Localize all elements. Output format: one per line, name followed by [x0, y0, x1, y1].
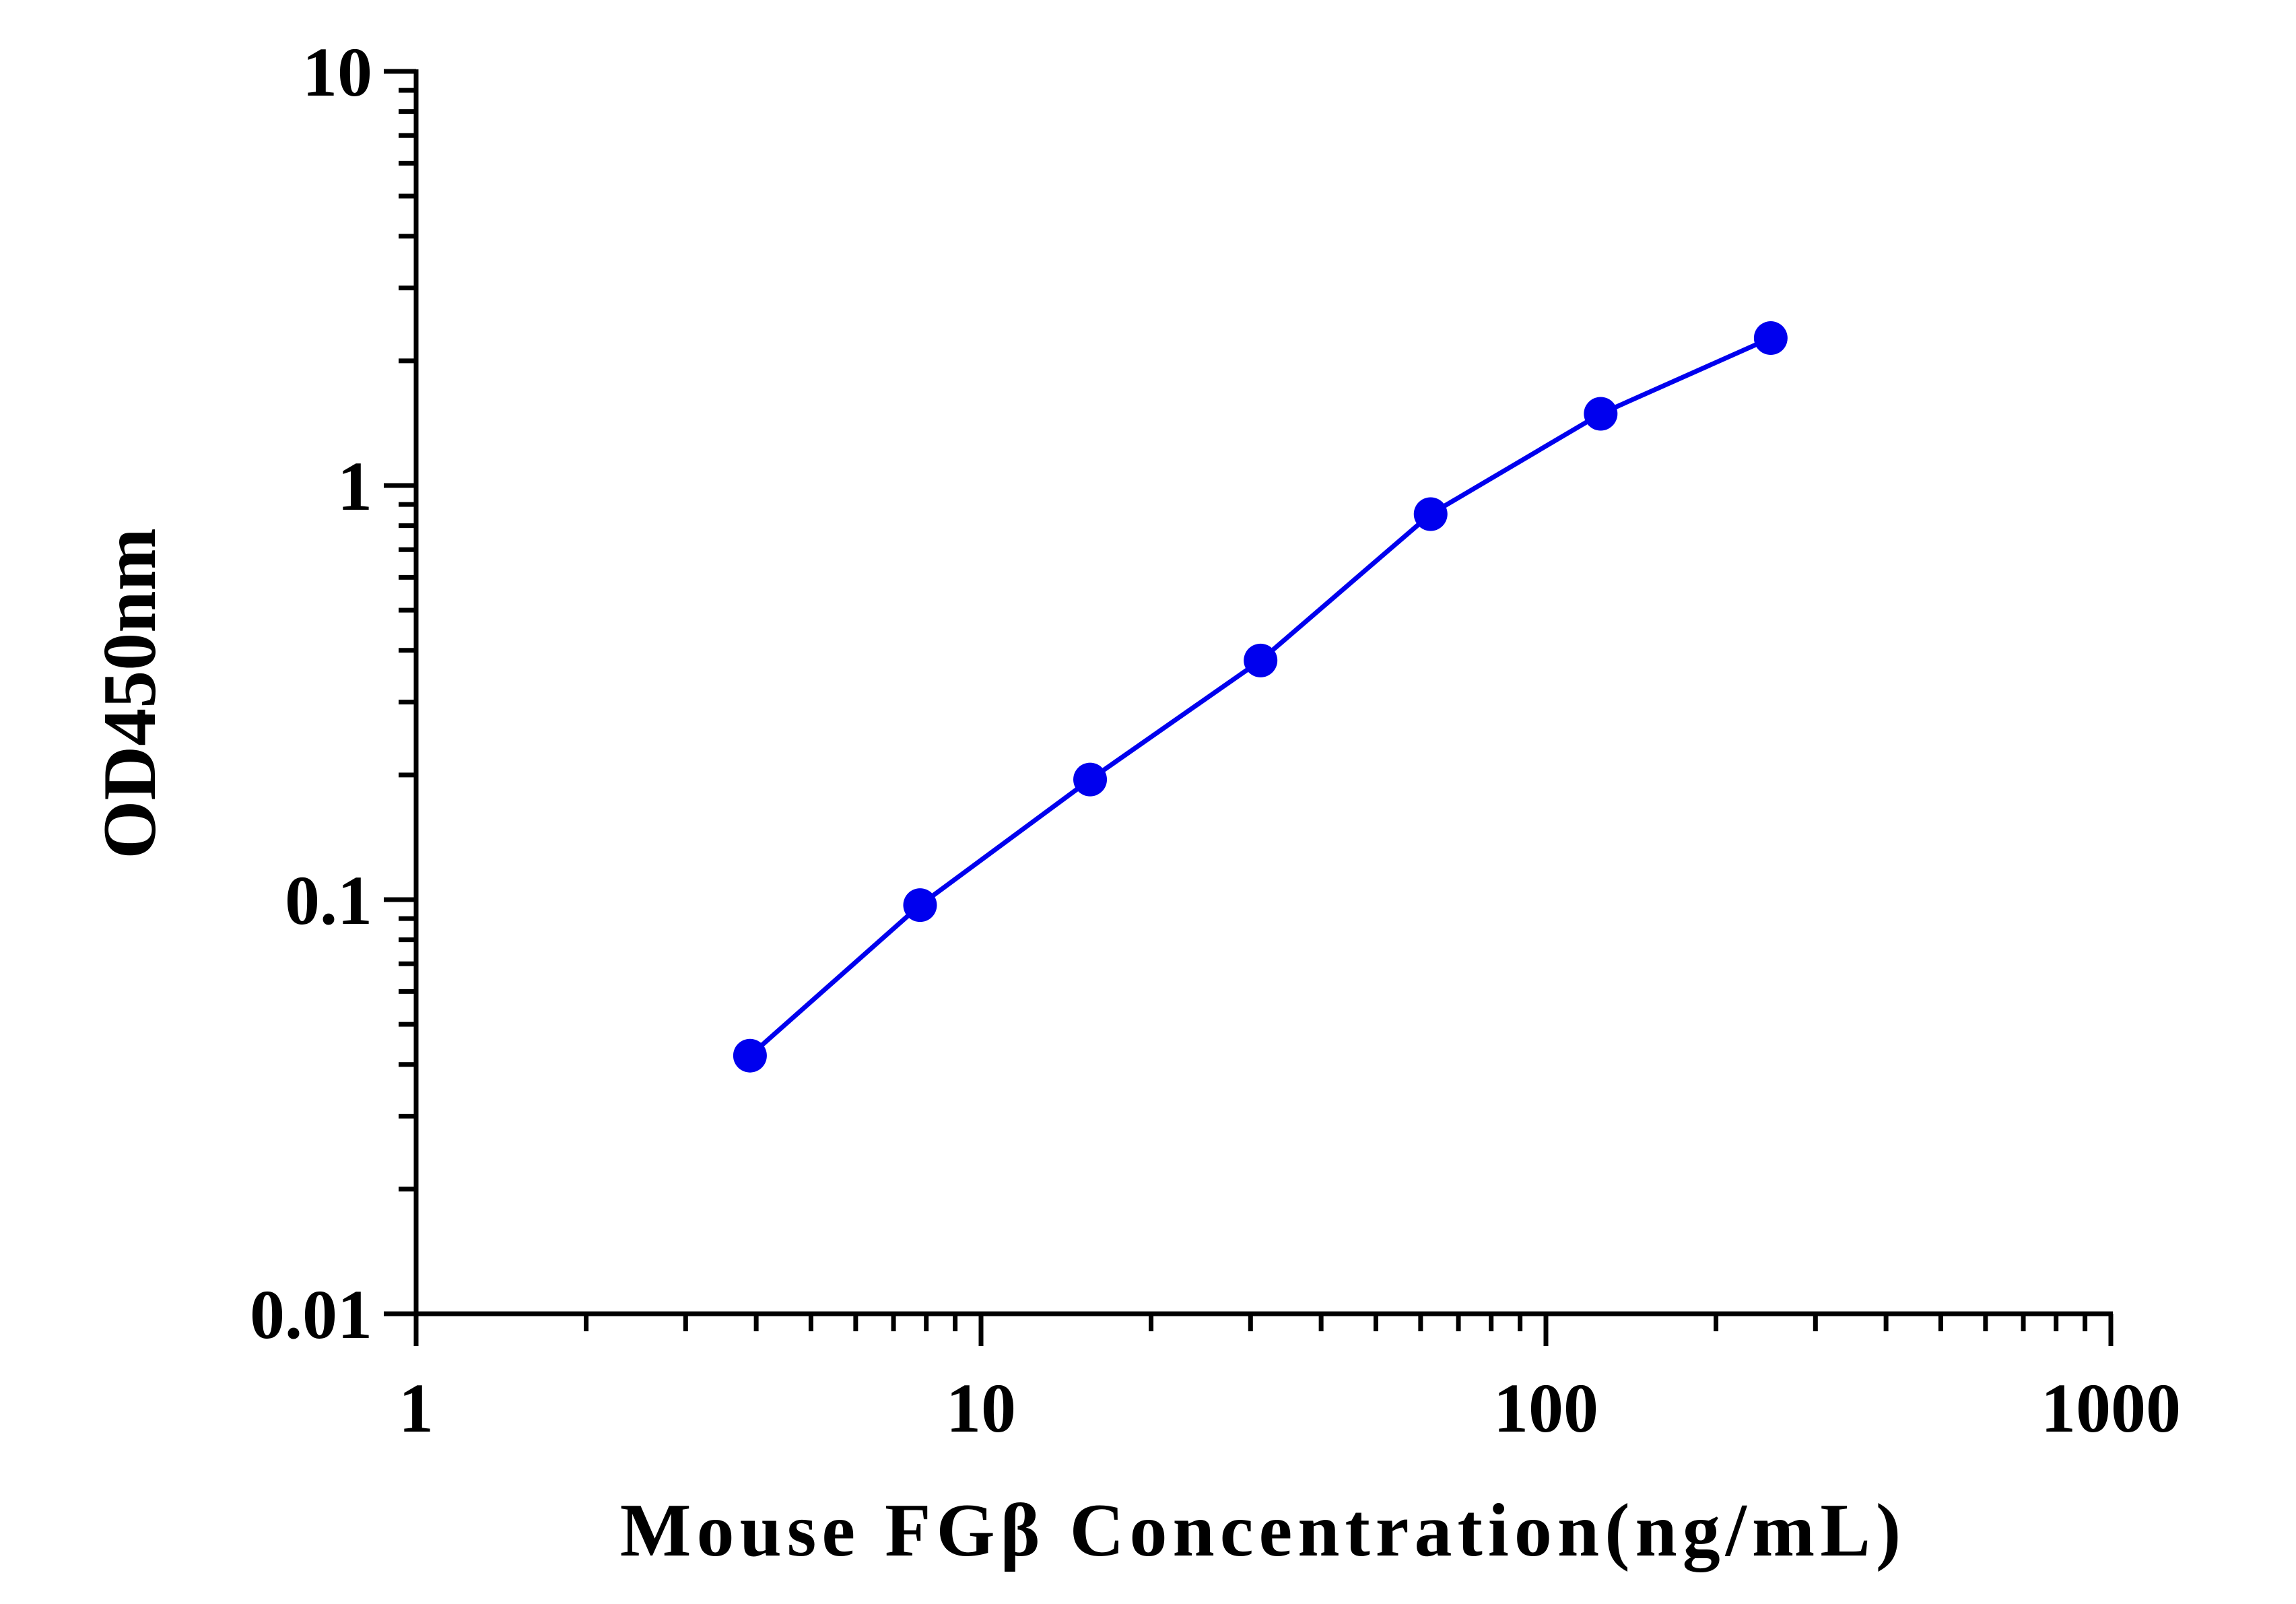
x-axis-title: Mouse FGβ Concentration(ng/mL) — [620, 1489, 1906, 1572]
series-line — [748, 335, 1772, 1058]
data-point — [733, 1038, 767, 1073]
y-tick-label: 1 — [337, 448, 372, 525]
x-tick-label: 1 — [399, 1370, 434, 1447]
data-point — [1584, 397, 1618, 431]
y-tick-label: 0.01 — [250, 1276, 372, 1354]
data-point — [1073, 762, 1108, 797]
data-point — [1413, 497, 1448, 531]
y-tick-label: 10 — [302, 34, 372, 111]
x-tick-label: 1000 — [2041, 1370, 2181, 1447]
y-tick-label: 0.1 — [285, 862, 372, 939]
data-point — [903, 888, 937, 923]
data-point — [1244, 643, 1278, 677]
y-axis-title: OD450nm — [88, 528, 172, 859]
x-tick-label: 10 — [946, 1370, 1016, 1447]
data-point — [1753, 321, 1788, 356]
x-tick-label: 100 — [1493, 1370, 1598, 1447]
